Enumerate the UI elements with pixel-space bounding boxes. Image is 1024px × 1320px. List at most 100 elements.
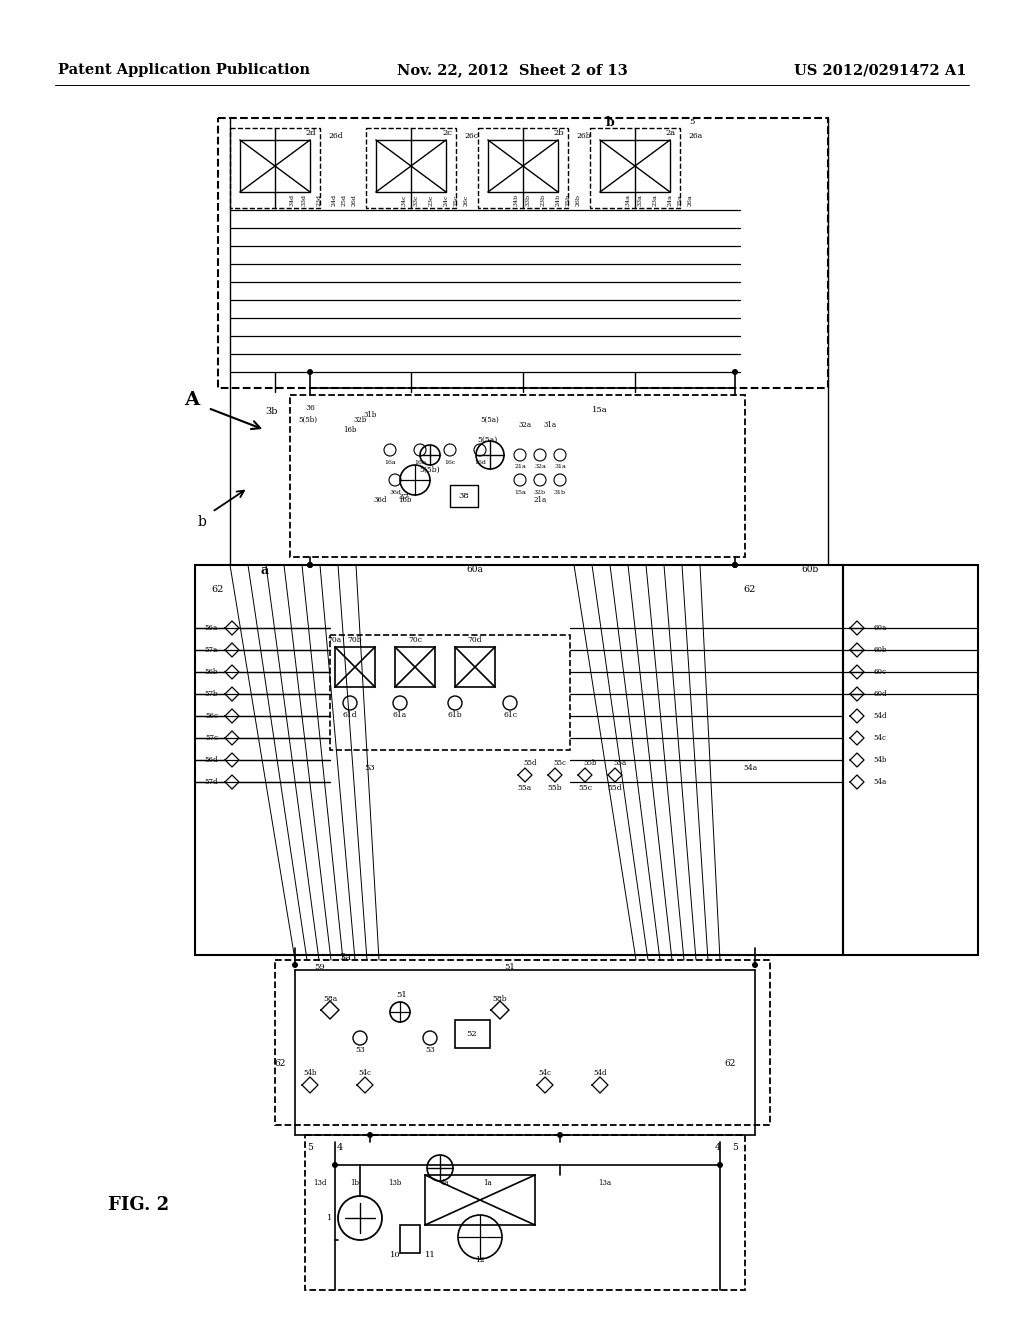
Text: 70a: 70a [328,636,342,644]
Text: 57d: 57d [205,777,218,785]
Text: 4: 4 [337,1143,343,1152]
Text: 21a: 21a [534,496,547,504]
Text: 57b: 57b [205,690,218,698]
Text: 55c: 55c [554,759,566,767]
Text: 3b: 3b [266,408,279,417]
Circle shape [557,1133,563,1138]
Text: 24b: 24b [555,194,560,206]
Text: 13b: 13b [388,1179,401,1187]
Text: 25b: 25b [565,194,570,206]
Text: 1: 1 [328,1214,333,1222]
Text: 57c: 57c [205,734,218,742]
Text: 2a: 2a [666,129,676,137]
Text: 54a: 54a [873,777,886,785]
Text: 56a: 56a [205,624,218,632]
Text: 26c: 26c [464,132,478,140]
Text: 25a: 25a [678,194,683,206]
Text: 58b: 58b [493,995,507,1003]
Circle shape [732,562,738,568]
Text: 5(5a): 5(5a) [478,436,498,444]
Bar [305,1135,745,1290]
Bar [843,565,978,954]
Bar [230,128,319,209]
Text: 4: 4 [715,1143,721,1152]
Text: 36: 36 [305,404,315,412]
Bar [335,647,375,686]
Text: 10: 10 [390,1251,400,1259]
Text: 52: 52 [467,1030,477,1038]
Text: 16b: 16b [398,496,412,504]
Text: 56b: 56b [205,668,218,676]
Text: 21a: 21a [514,465,526,470]
Circle shape [307,370,313,375]
Text: US 2012/0291472 A1: US 2012/0291472 A1 [794,63,966,77]
Text: 61a: 61a [393,711,408,719]
Text: 26c: 26c [464,194,469,206]
Text: 32a: 32a [518,421,531,429]
Text: 33b: 33b [525,194,530,206]
Text: 1b: 1b [350,1179,359,1187]
Text: 60b: 60b [873,645,887,653]
Circle shape [367,1133,373,1138]
Text: 33d: 33d [301,194,306,206]
Text: 54c: 54c [358,1069,372,1077]
Text: 25c: 25c [454,194,459,206]
Text: 60b: 60b [802,565,818,574]
Text: 60d: 60d [873,690,887,698]
Text: 15a: 15a [514,490,526,495]
Text: 31a: 31a [544,421,557,429]
Text: 37: 37 [398,492,410,502]
Text: 32b: 32b [353,416,367,424]
Text: 62: 62 [724,1059,735,1068]
Text: 62: 62 [274,1059,286,1068]
Bar [330,635,570,750]
Text: 12: 12 [475,1257,485,1265]
Text: 58a: 58a [323,995,337,1003]
Text: 54b: 54b [303,1069,316,1077]
Bar [376,140,446,191]
Text: 54d: 54d [873,711,887,719]
Text: 32b: 32b [534,490,546,495]
Text: 23d: 23d [316,194,322,206]
Text: 5: 5 [307,1143,313,1152]
Bar [455,647,495,686]
Text: 5: 5 [732,1143,738,1152]
Text: 23a: 23a [652,194,657,206]
Text: a: a [261,564,269,577]
Text: 54a: 54a [742,764,757,772]
Bar [395,647,435,686]
Text: 2d: 2d [305,129,316,137]
Circle shape [752,962,758,968]
Text: 34a: 34a [626,194,631,206]
Text: 16a: 16a [384,459,396,465]
Text: 60c: 60c [873,668,886,676]
Text: 38: 38 [459,492,469,500]
Text: 2b: 2b [553,129,564,137]
Bar [275,960,770,1125]
Circle shape [732,370,738,375]
Text: 5(5b): 5(5b) [299,416,317,424]
Bar [400,1225,420,1253]
Text: 13a: 13a [598,1179,611,1187]
Text: 26a: 26a [687,194,692,206]
Text: 51: 51 [505,964,515,972]
Text: 24c: 24c [443,194,449,206]
Circle shape [332,1162,338,1168]
Text: 16b: 16b [343,426,356,434]
Text: 55b: 55b [584,759,597,767]
Text: 11: 11 [425,1251,435,1259]
Text: 16d: 16d [474,459,486,465]
Text: A: A [184,391,200,409]
Text: 59: 59 [314,964,326,972]
Text: 61c: 61c [503,711,517,719]
Text: 26b: 26b [575,194,581,206]
Text: 33a: 33a [638,194,642,206]
Text: 55d: 55d [523,759,537,767]
Text: FIG. 2: FIG. 2 [108,1196,169,1214]
Text: 61d: 61d [343,711,357,719]
Text: 31b: 31b [554,490,566,495]
Text: 33c: 33c [414,194,419,206]
Text: 70b: 70b [348,636,362,644]
Text: 23b: 23b [541,194,546,206]
Text: 36d: 36d [389,490,401,495]
